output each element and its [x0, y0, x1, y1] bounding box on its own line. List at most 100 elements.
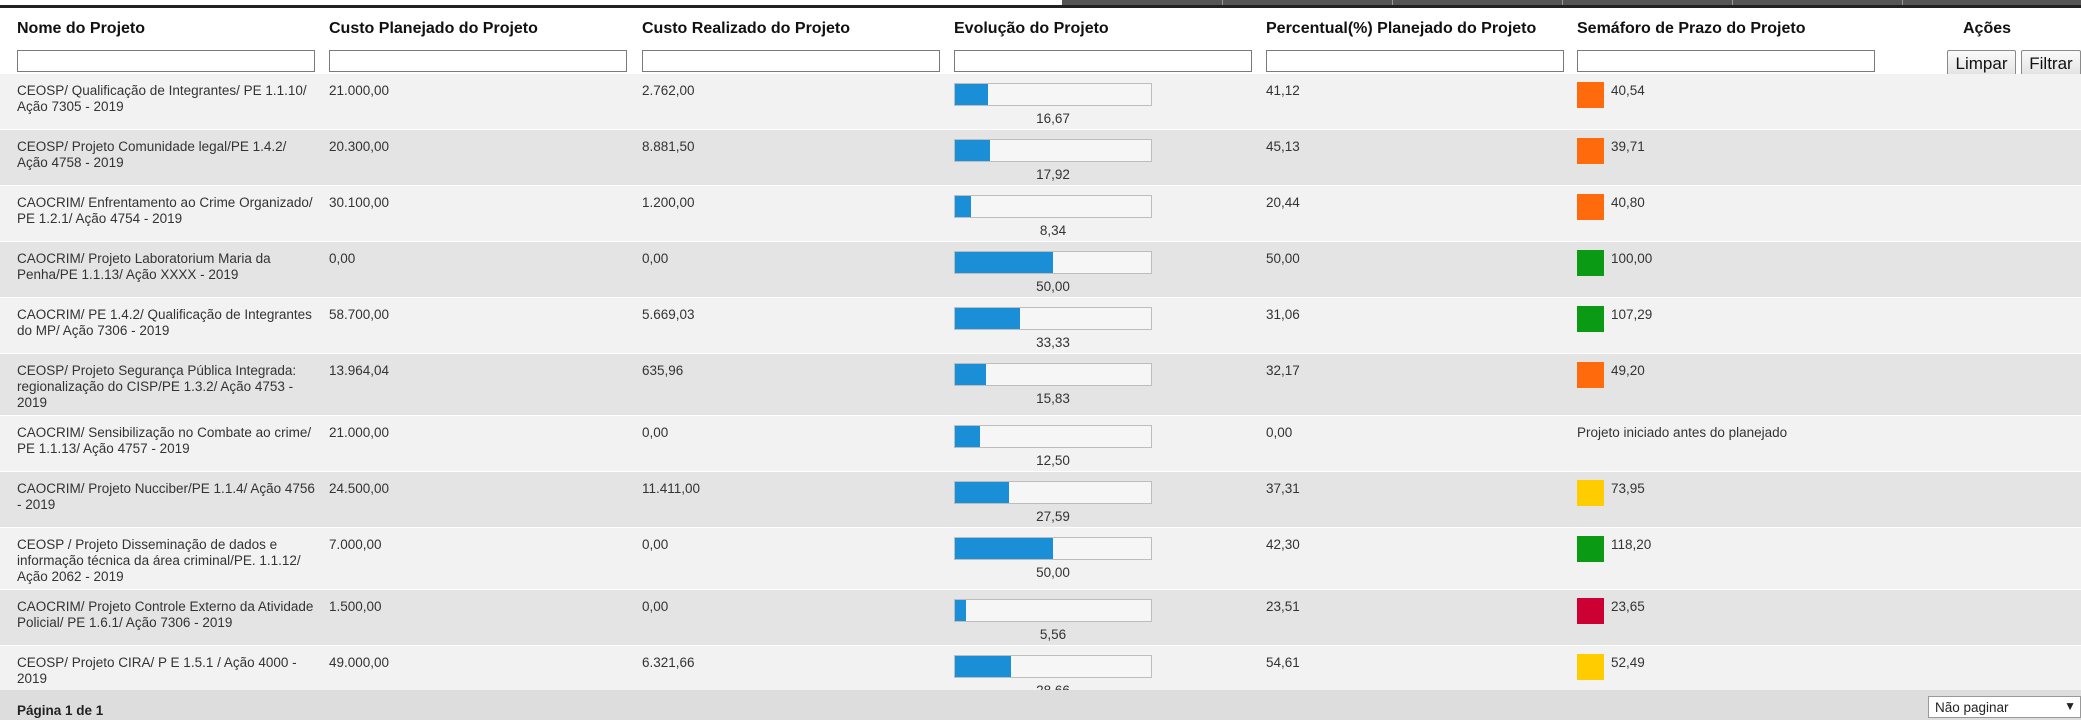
deadline-light: 73,95 — [1577, 480, 1645, 506]
table-body: CEOSP/ Qualificação de Integrantes/ PE 1… — [0, 74, 2081, 702]
actual-cost: 8.881,50 — [642, 139, 695, 154]
filter-deadline-light-input[interactable] — [1577, 50, 1875, 72]
deadline-light-value: Projeto iniciado antes do planejado — [1577, 425, 1788, 440]
progress-bar-fill — [955, 538, 1053, 559]
planned-cost: 21.000,00 — [329, 425, 390, 440]
deadline-light-value: 52,49 — [1611, 655, 1645, 670]
header-deadline-light[interactable]: Semáforo de Prazo do Projeto — [1577, 20, 1806, 37]
progress-label: 12,50 — [1036, 453, 1070, 468]
filter-name-input[interactable] — [17, 50, 315, 72]
planned-percent: 54,61 — [1266, 655, 1300, 670]
traffic-light-icon — [1577, 138, 1604, 164]
deadline-light-value: 40,80 — [1611, 195, 1645, 210]
project-name: CEOSP/ Qualificação de Integrantes/ PE 1… — [17, 83, 307, 114]
planned-cost: 58.700,00 — [329, 307, 390, 322]
progress-label: 5,56 — [1039, 627, 1067, 642]
top-tab-strip — [1062, 0, 2081, 5]
header-actions: Ações — [1963, 20, 2012, 37]
progress-label: 33,33 — [1036, 335, 1070, 350]
planned-cost: 13.964,04 — [329, 363, 390, 378]
table-row[interactable]: CEOSP/ Projeto Segurança Pública Integra… — [0, 354, 2081, 416]
planned-cost: 7.000,00 — [329, 537, 382, 552]
progress-bar-fill — [955, 482, 1010, 503]
progress-bar — [954, 307, 1152, 330]
planned-percent: 0,00 — [1266, 425, 1293, 440]
header-planned-percent[interactable]: Percentual(%) Planejado do Projeto — [1266, 20, 1537, 37]
project-name: CAOCRIM/ Projeto Laboratorium Maria da P… — [17, 251, 271, 282]
table-row[interactable]: CEOSP / Projeto Disseminação de dados e … — [0, 528, 2081, 590]
deadline-light: 118,20 — [1577, 536, 1651, 562]
filter-button[interactable]: Filtrar — [2021, 50, 2081, 77]
planned-percent: 32,17 — [1266, 363, 1300, 378]
actual-cost: 5.669,03 — [642, 307, 695, 322]
actual-cost: 635,96 — [642, 363, 684, 378]
actual-cost: 2.762,00 — [642, 83, 695, 98]
progress-label: 27,59 — [1036, 509, 1070, 524]
header-planned-cost[interactable]: Custo Planejado do Projeto — [329, 20, 538, 37]
project-name: CAOCRIM/ Projeto Nucciber/PE 1.1.4/ Ação… — [17, 481, 315, 512]
traffic-light-icon — [1577, 480, 1604, 506]
table-row[interactable]: CAOCRIM/ Projeto Controle Externo da Ati… — [0, 590, 2081, 646]
actual-cost: 1.200,00 — [642, 195, 695, 210]
planned-percent: 20,44 — [1266, 195, 1300, 210]
planned-cost: 49.000,00 — [329, 655, 390, 670]
table-row[interactable]: CEOSP/ Projeto Comunidade legal/PE 1.4.2… — [0, 130, 2081, 186]
project-name: CAOCRIM/ Projeto Controle Externo da Ati… — [17, 599, 314, 630]
progress-bar-fill — [955, 656, 1012, 677]
progress-bar-fill — [955, 308, 1021, 329]
progress-label: 50,00 — [1036, 279, 1070, 294]
header-name[interactable]: Nome do Projeto — [17, 20, 146, 37]
progress-bar-fill — [955, 426, 980, 447]
progress-bar-fill — [955, 84, 988, 105]
progress-label: 17,92 — [1036, 167, 1070, 182]
progress-bar — [954, 655, 1152, 678]
traffic-light-icon — [1577, 654, 1604, 680]
planned-cost: 1.500,00 — [329, 599, 382, 614]
table-row[interactable]: CEOSP/ Qualificação de Integrantes/ PE 1… — [0, 74, 2081, 130]
actual-cost: 11.411,00 — [642, 481, 701, 496]
filter-actual-cost-input[interactable] — [642, 50, 940, 72]
project-name: CAOCRIM/ Sensibilização no Combate ao cr… — [17, 425, 312, 456]
deadline-light: 107,29 — [1577, 306, 1652, 332]
traffic-light-icon — [1577, 306, 1604, 332]
deadline-light: 23,65 — [1577, 598, 1645, 624]
planned-cost: 20.300,00 — [329, 139, 390, 154]
table-row[interactable]: CAOCRIM/ PE 1.4.2/ Qualificação de Integ… — [0, 298, 2081, 354]
planned-cost: 0,00 — [329, 251, 356, 266]
progress-label: 16,67 — [1036, 111, 1070, 126]
table-row[interactable]: CAOCRIM/ Projeto Nucciber/PE 1.1.4/ Ação… — [0, 472, 2081, 528]
deadline-light: 39,71 — [1577, 138, 1645, 164]
project-name: CEOSP/ Projeto Segurança Pública Integra… — [17, 363, 297, 410]
table-row[interactable]: CAOCRIM/ Sensibilização no Combate ao cr… — [0, 416, 2081, 472]
planned-cost: 30.100,00 — [329, 195, 390, 210]
progress-bar — [954, 251, 1152, 274]
deadline-light: 100,00 — [1577, 250, 1653, 276]
header-actual-cost[interactable]: Custo Realizado do Projeto — [642, 20, 851, 37]
progress-bar — [954, 195, 1152, 218]
table-row[interactable]: CAOCRIM/ Enfrentamento ao Crime Organiza… — [0, 186, 2081, 242]
filter-planned-percent-input[interactable] — [1266, 50, 1564, 72]
filter-planned-cost-input[interactable] — [329, 50, 627, 72]
deadline-light: 40,80 — [1577, 194, 1645, 220]
progress-bar — [954, 363, 1152, 386]
progress-bar — [954, 599, 1152, 622]
filter-progress-input[interactable] — [954, 50, 1252, 72]
actual-cost: 0,00 — [642, 537, 669, 552]
planned-percent: 41,12 — [1266, 83, 1300, 98]
progress-bar-fill — [955, 600, 966, 621]
table-row[interactable]: CAOCRIM/ Projeto Laboratorium Maria da P… — [0, 242, 2081, 298]
traffic-light-icon — [1577, 362, 1604, 388]
paging-select[interactable]: Não paginar ▼ — [1928, 696, 2081, 718]
planned-percent: 45,13 — [1266, 139, 1300, 154]
project-name: CEOSP/ Projeto Comunidade legal/PE 1.4.2… — [17, 139, 287, 170]
deadline-light-value: 100,00 — [1611, 251, 1653, 266]
traffic-light-icon — [1577, 250, 1604, 276]
pagination-footer: Página 1 de 1 Não paginar ▼ — [0, 690, 2081, 720]
deadline-light: 52,49 — [1577, 654, 1645, 680]
planned-percent: 50,00 — [1266, 251, 1300, 266]
clear-button[interactable]: Limpar — [1947, 50, 2016, 77]
planned-percent: 42,30 — [1266, 537, 1300, 552]
top-border — [0, 5, 2081, 8]
planned-percent: 23,51 — [1266, 599, 1300, 614]
header-progress[interactable]: Evolução do Projeto — [954, 20, 1109, 37]
